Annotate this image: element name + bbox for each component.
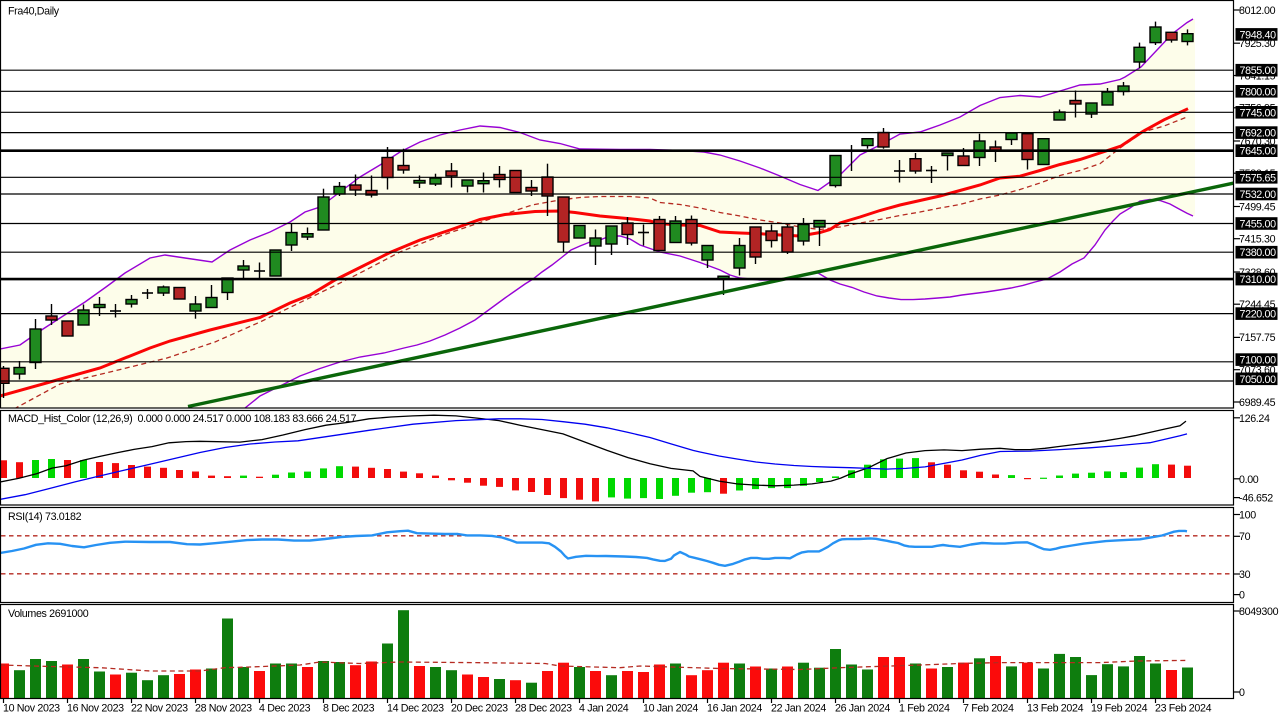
svg-text:7310.00: 7310.00 [1240, 274, 1277, 286]
svg-text:28 Dec 2023: 28 Dec 2023 [515, 703, 572, 715]
svg-text:Volumes 2691000: Volumes 2691000 [8, 608, 89, 620]
svg-text:26 Jan 2024: 26 Jan 2024 [835, 703, 890, 715]
svg-text:126.24: 126.24 [1239, 413, 1270, 425]
svg-text:7925.30: 7925.30 [1239, 38, 1276, 50]
svg-text:6989.45: 6989.45 [1239, 397, 1276, 409]
svg-text:7499.45: 7499.45 [1239, 201, 1276, 213]
svg-text:100: 100 [1239, 509, 1256, 521]
svg-text:8012.00: 8012.00 [1239, 5, 1276, 17]
svg-text:7645.00: 7645.00 [1240, 146, 1277, 158]
svg-text:1 Feb 2024: 1 Feb 2024 [899, 703, 950, 715]
svg-text:13 Feb 2024: 13 Feb 2024 [1027, 703, 1084, 715]
svg-text:20 Dec 2023: 20 Dec 2023 [451, 703, 508, 715]
svg-text:7 Feb 2024: 7 Feb 2024 [963, 703, 1014, 715]
svg-text:30: 30 [1239, 569, 1251, 581]
svg-text:MACD_Hist_Color (12,26,9) 0.0: MACD_Hist_Color (12,26,9) 0.000 0.000 24… [8, 413, 357, 425]
svg-text:14 Dec 2023: 14 Dec 2023 [387, 703, 444, 715]
svg-text:16 Jan 2024: 16 Jan 2024 [707, 703, 762, 715]
svg-text:4 Dec 2023: 4 Dec 2023 [259, 703, 311, 715]
svg-text:7745.00: 7745.00 [1240, 107, 1277, 119]
svg-text:7948.40: 7948.40 [1240, 29, 1277, 41]
svg-text:-46.652: -46.652 [1239, 493, 1273, 505]
svg-text:7380.00: 7380.00 [1240, 247, 1277, 259]
svg-text:16 Nov 2023: 16 Nov 2023 [67, 703, 124, 715]
svg-text:7100.00: 7100.00 [1240, 355, 1277, 367]
svg-text:Fra40,Daily: Fra40,Daily [8, 6, 60, 18]
svg-text:7575.65: 7575.65 [1240, 172, 1277, 184]
svg-text:28 Nov 2023: 28 Nov 2023 [195, 703, 252, 715]
svg-text:8049300: 8049300 [1239, 606, 1279, 618]
svg-text:22 Nov 2023: 22 Nov 2023 [131, 703, 188, 715]
svg-text:10 Jan 2024: 10 Jan 2024 [643, 703, 698, 715]
svg-text:8 Dec 2023: 8 Dec 2023 [323, 703, 375, 715]
svg-text:7415.30: 7415.30 [1239, 234, 1276, 246]
svg-text:7855.00: 7855.00 [1240, 65, 1277, 77]
svg-text:0: 0 [1239, 687, 1245, 699]
svg-text:23 Feb 2024: 23 Feb 2024 [1155, 703, 1212, 715]
svg-text:10 Nov 2023: 10 Nov 2023 [3, 703, 60, 715]
svg-text:70: 70 [1239, 531, 1251, 543]
svg-text:22 Jan 2024: 22 Jan 2024 [771, 703, 826, 715]
svg-text:7692.00: 7692.00 [1240, 128, 1277, 140]
svg-text:0.00: 0.00 [1239, 474, 1259, 486]
svg-text:7455.00: 7455.00 [1240, 219, 1277, 231]
svg-text:7532.00: 7532.00 [1240, 189, 1277, 201]
svg-text:4 Jan 2024: 4 Jan 2024 [579, 703, 629, 715]
svg-text:19 Feb 2024: 19 Feb 2024 [1091, 703, 1148, 715]
svg-text:7220.00: 7220.00 [1240, 309, 1277, 321]
svg-text:7157.75: 7157.75 [1239, 332, 1276, 344]
svg-text:7050.00: 7050.00 [1240, 374, 1277, 386]
svg-text:RSI(14) 73.0182: RSI(14) 73.0182 [8, 511, 82, 523]
svg-text:0: 0 [1239, 589, 1245, 601]
svg-text:7800.00: 7800.00 [1240, 86, 1277, 98]
